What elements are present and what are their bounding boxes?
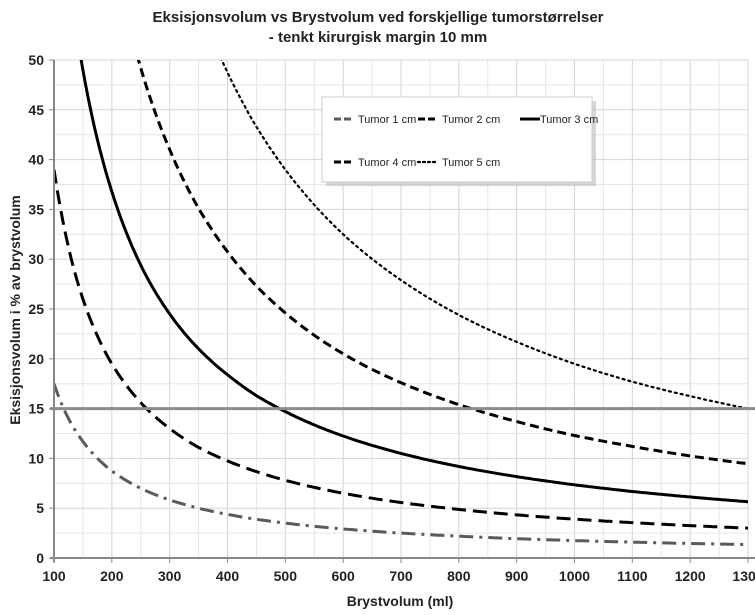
chart-subtitle: - tenkt kirurgisk margin 10 mm — [269, 29, 487, 46]
series-line-4 — [136, 60, 748, 466]
legend-label-3: Tumor 3 cm — [540, 114, 598, 126]
x-tick-label: 200 — [100, 568, 124, 584]
y-tick-label: 10 — [28, 450, 44, 466]
y-tick-label: 35 — [28, 201, 44, 217]
legend-label-1: Tumor 1 cm — [358, 114, 416, 126]
y-tick-label: 15 — [28, 401, 44, 417]
x-tick-label: 1000 — [559, 568, 590, 584]
y-tick-label: 20 — [28, 351, 44, 367]
series-line-2 — [54, 169, 748, 530]
x-axis-label: Brystvolum (ml) — [347, 593, 454, 609]
x-tick-label: 100 — [42, 568, 66, 584]
legend-label-5: Tumor 5 cm — [442, 157, 500, 169]
legend-box — [321, 96, 593, 183]
y-tick-label: 45 — [28, 102, 44, 118]
chart-title: Eksisjonsvolum vs Brystvolum ved forskje… — [153, 9, 604, 26]
series-line-3 — [79, 60, 748, 504]
x-tick-label: 1200 — [675, 568, 706, 584]
axes — [49, 59, 755, 563]
x-tick-label: 300 — [158, 568, 182, 584]
series-line-5 — [220, 60, 748, 410]
tick-labels: 100 200 300 400 500 600 700 800 900 1000 1100 1200 1… — [28, 52, 755, 584]
series-group — [50, 60, 755, 547]
legend: Tumor 1 cm Tumor 2 cm Tumor 3 cm Tumor 4 cm… — [321, 96, 598, 186]
y-tick-label: 5 — [36, 500, 44, 516]
x-tick-label: 800 — [447, 568, 471, 584]
legend-label-2: Tumor 2 cm — [442, 114, 500, 126]
y-tick-label: 25 — [28, 301, 44, 317]
y-axis-label: Eksisjonsvolum i % av brystvolum — [7, 195, 23, 425]
x-tick-label: 500 — [274, 568, 298, 584]
y-tick-label: 30 — [28, 251, 44, 267]
y-tick-label: 0 — [36, 550, 44, 566]
x-tick-label: 600 — [331, 568, 355, 584]
x-tick-label: 1100 — [617, 568, 648, 584]
x-tick-label: 400 — [216, 568, 240, 584]
x-tick-label: 700 — [389, 568, 413, 584]
y-tick-label: 40 — [28, 152, 44, 168]
y-tick-label: 50 — [28, 52, 44, 68]
legend-label-4: Tumor 4 cm — [358, 157, 416, 169]
x-tick-label: 900 — [505, 568, 529, 584]
